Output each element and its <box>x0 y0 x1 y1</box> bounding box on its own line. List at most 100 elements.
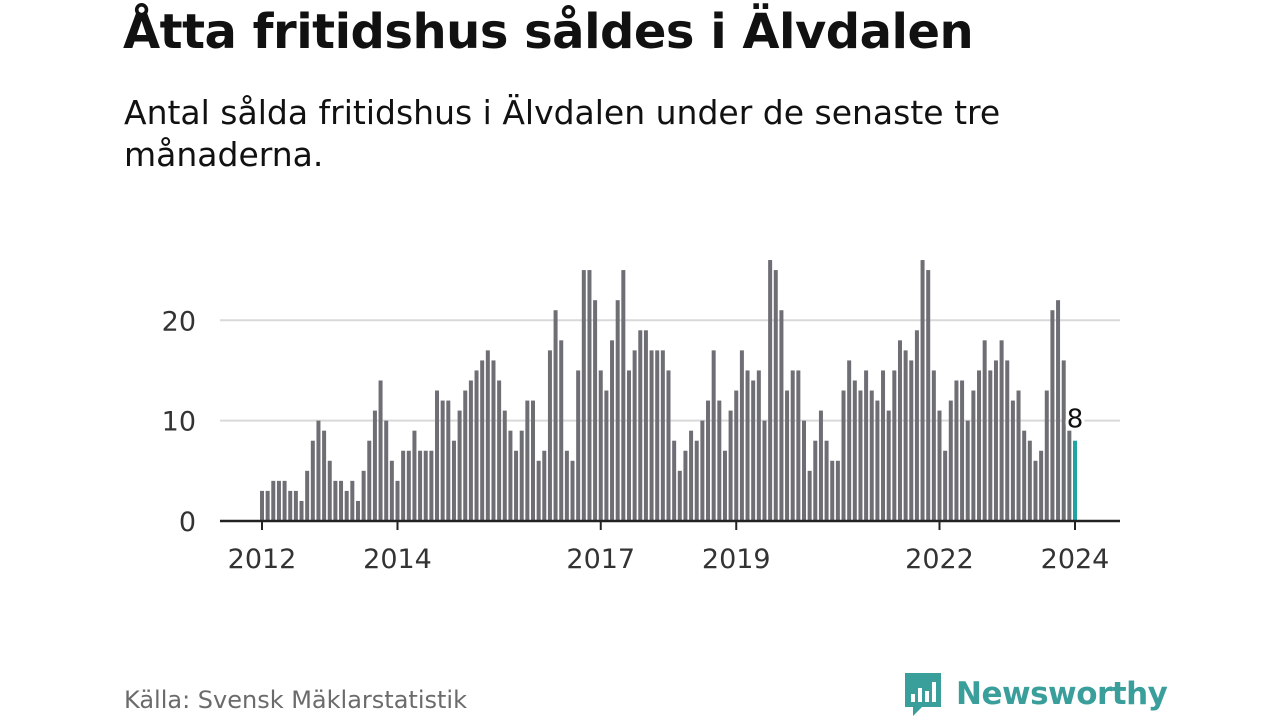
bar <box>593 300 598 521</box>
brand-name: Newsworthy <box>956 676 1168 712</box>
bar <box>943 450 948 521</box>
bar <box>971 390 976 521</box>
bar <box>722 450 727 521</box>
bar <box>824 440 829 521</box>
bar <box>610 340 615 521</box>
bar <box>327 460 332 521</box>
bar <box>423 450 428 521</box>
bar <box>751 380 756 521</box>
bar <box>626 370 631 521</box>
bar <box>914 330 919 521</box>
bar <box>322 430 327 521</box>
bar <box>818 410 823 521</box>
bar <box>1067 430 1072 521</box>
bar <box>581 270 586 521</box>
bar <box>271 480 276 521</box>
bar <box>355 500 360 521</box>
x-tick-label: 2022 <box>905 544 974 575</box>
bar <box>440 400 445 521</box>
bar <box>514 450 519 521</box>
bar <box>531 400 535 521</box>
bar <box>446 400 451 521</box>
bar <box>785 390 790 521</box>
x-tick-label: 2012 <box>228 544 297 575</box>
bar-chart: 0 10 20 8 2012 2014 2017 2019 2022 2024 <box>162 260 1120 575</box>
bar <box>813 440 818 521</box>
bar <box>576 370 581 521</box>
bar <box>451 440 456 521</box>
bar <box>960 380 965 521</box>
bar <box>497 380 502 521</box>
bar <box>666 370 671 521</box>
bar <box>519 430 524 521</box>
bar <box>660 350 665 521</box>
bar <box>881 370 886 521</box>
x-tick-label: 2024 <box>1041 544 1110 575</box>
bar <box>564 450 569 521</box>
bar <box>672 440 677 521</box>
bar <box>858 390 863 521</box>
bar <box>835 460 840 521</box>
bar <box>339 480 344 521</box>
bar <box>1033 460 1038 521</box>
bar <box>1039 450 1044 521</box>
bar <box>886 410 891 521</box>
bar <box>897 340 902 521</box>
bar <box>536 460 541 521</box>
bar <box>1050 310 1055 521</box>
bar <box>305 470 310 521</box>
bar <box>570 460 575 521</box>
bar <box>756 370 761 521</box>
y-tick-label: 10 <box>162 407 196 438</box>
bar <box>802 420 806 521</box>
bar <box>965 420 970 521</box>
x-tick-label: 2017 <box>566 544 635 575</box>
bar <box>909 360 914 521</box>
bar <box>372 410 377 521</box>
bar <box>711 350 716 521</box>
bar <box>1056 300 1061 521</box>
bar <box>485 350 490 521</box>
bar <box>982 340 987 521</box>
newsworthy-chart-bubble-icon <box>905 673 941 716</box>
bar <box>299 500 304 521</box>
bar <box>739 350 744 521</box>
bar <box>790 370 795 521</box>
bar <box>429 450 434 521</box>
bar <box>1010 400 1015 521</box>
bar <box>621 270 626 521</box>
bar <box>717 400 722 521</box>
bar <box>553 310 558 521</box>
newsworthy-logo[interactable]: Newsworthy <box>902 670 1168 718</box>
bar <box>282 480 287 521</box>
bar <box>1005 360 1010 521</box>
bar <box>412 430 417 521</box>
bar <box>931 370 936 521</box>
bar <box>406 450 411 521</box>
bar <box>474 370 479 521</box>
x-tick-label: 2019 <box>702 544 771 575</box>
bar <box>361 470 366 521</box>
bar <box>728 410 733 521</box>
bar <box>926 270 931 521</box>
bar <box>643 330 648 521</box>
bar <box>547 350 552 521</box>
bar <box>875 400 880 521</box>
bar-highlight <box>1073 440 1077 521</box>
bar <box>689 430 694 521</box>
bar <box>864 370 869 521</box>
bar <box>378 380 383 521</box>
bar <box>276 480 281 521</box>
bar <box>937 410 942 521</box>
bar <box>847 360 852 521</box>
bar <box>773 270 778 521</box>
bar <box>903 350 908 521</box>
bar <box>852 380 857 521</box>
bar <box>288 490 293 521</box>
bar <box>762 420 767 521</box>
bar <box>706 400 711 521</box>
bar <box>796 370 801 521</box>
bar <box>598 370 603 521</box>
bar <box>948 400 953 521</box>
bar <box>638 330 643 521</box>
